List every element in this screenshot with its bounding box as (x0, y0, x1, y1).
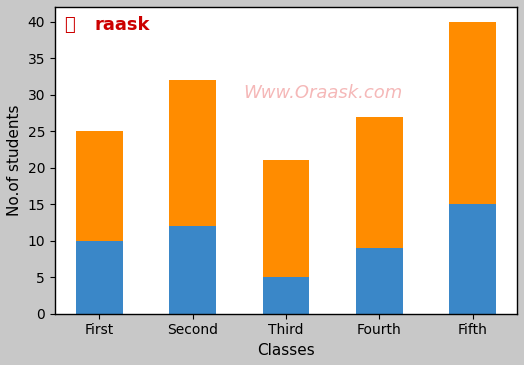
Bar (356, 116, 402, 248)
Bar (263, 160, 309, 277)
Text: raask: raask (94, 16, 150, 34)
Bar (450, 204, 496, 314)
Bar (169, 226, 216, 314)
Text: Ⓞ: Ⓞ (64, 16, 75, 34)
Bar (450, 22, 496, 204)
Bar (169, 80, 216, 226)
Bar (356, 248, 402, 314)
Bar (76, 241, 123, 314)
Text: Www.Oraask.com: Www.Oraask.com (243, 84, 402, 102)
Bar (263, 277, 309, 314)
Bar (76, 131, 123, 241)
Y-axis label: No.of students: No.of students (7, 105, 22, 216)
X-axis label: Classes: Classes (257, 343, 315, 358)
